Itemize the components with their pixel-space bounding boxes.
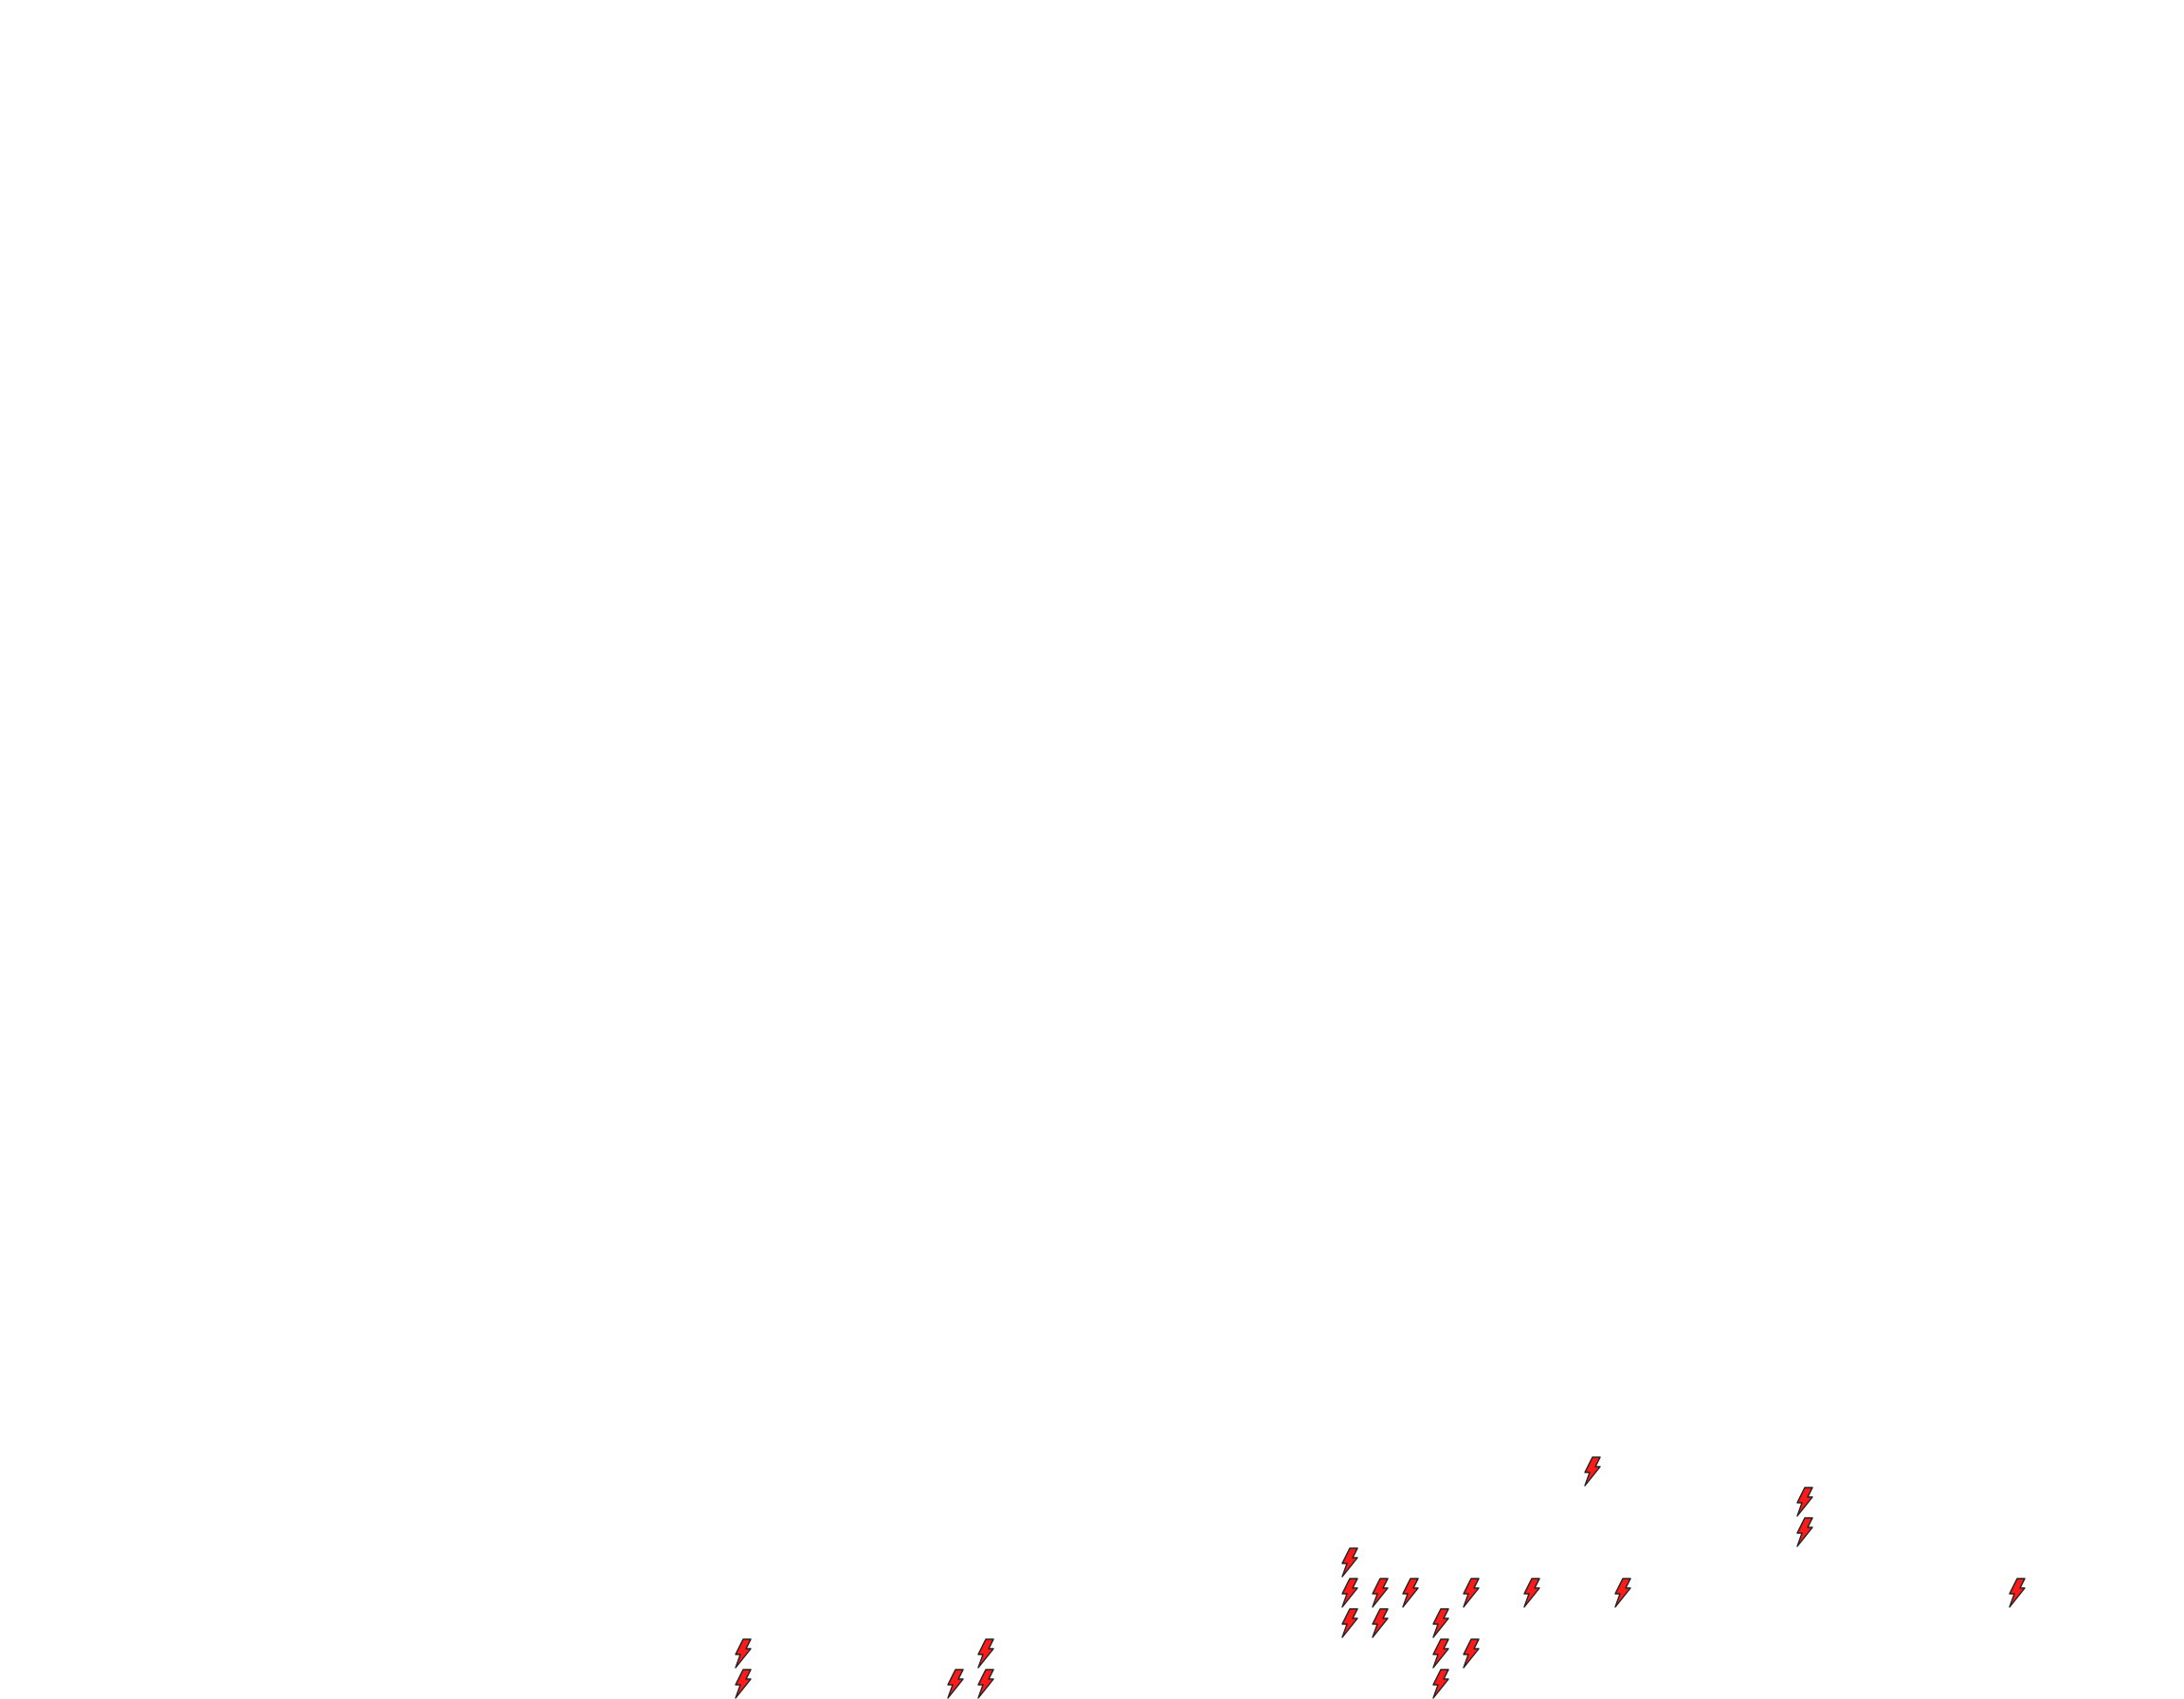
lightning-bolt-icon: [1402, 1578, 1419, 1608]
lightning-bolt-icon: [1432, 1608, 1449, 1638]
lightning-bolt-icon: [1341, 1547, 1358, 1578]
lightning-bolt-icon: [1614, 1578, 1631, 1608]
lightning-bolt-icon: [735, 1638, 752, 1669]
lightning-bolt-icon: [1463, 1578, 1480, 1608]
lightning-bolt-icon: [1796, 1487, 1813, 1517]
lightning-bolt-icon: [1372, 1608, 1389, 1638]
lightning-bolt-icon: [1432, 1669, 1449, 1699]
lightning-bolt-icon: [1463, 1638, 1480, 1669]
lightning-bolt-icon: [1796, 1517, 1813, 1547]
lightning-bolt-icon: [977, 1638, 994, 1669]
lightning-bolt-icon: [1341, 1578, 1358, 1608]
lightning-bolt-icon: [1584, 1456, 1601, 1487]
lightning-bolt-icon: [1523, 1578, 1540, 1608]
lightning-bolt-icon: [2009, 1578, 2026, 1608]
lightning-bolt-icon: [977, 1669, 994, 1699]
lightning-bolt-icon: [1432, 1638, 1449, 1669]
lightning-bolt-icon: [947, 1669, 964, 1699]
lightning-bolt-icon: [1372, 1578, 1389, 1608]
lightning-bolt-icon: [735, 1669, 752, 1699]
lightning-bolt-icon: [1341, 1608, 1358, 1638]
